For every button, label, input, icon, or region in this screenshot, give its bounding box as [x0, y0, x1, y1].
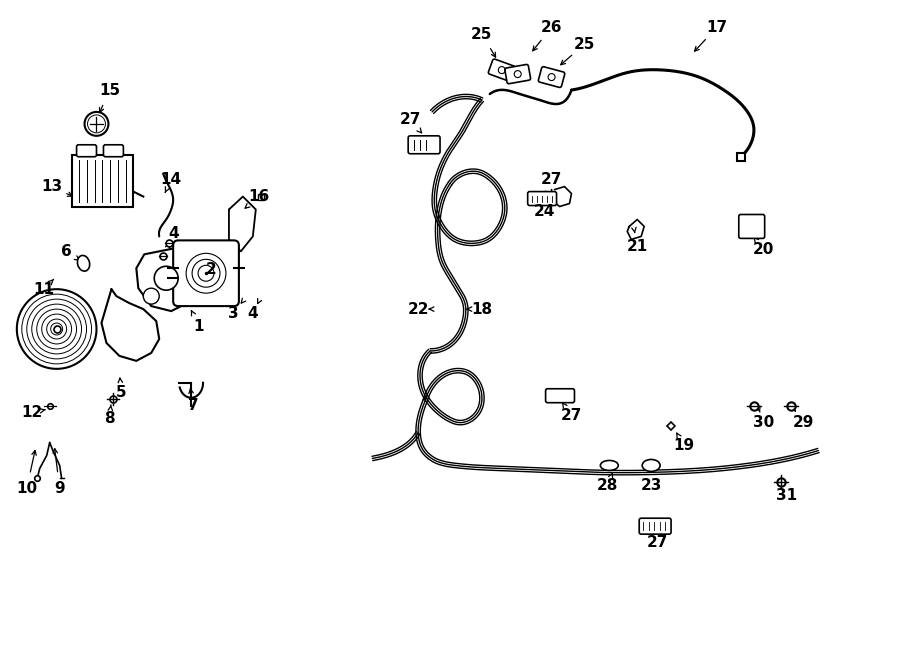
FancyBboxPatch shape: [739, 214, 765, 239]
Circle shape: [17, 289, 96, 369]
Text: 9: 9: [54, 481, 65, 496]
Text: 15: 15: [99, 83, 120, 98]
Text: 26: 26: [541, 20, 562, 35]
FancyBboxPatch shape: [639, 518, 671, 534]
Text: 14: 14: [160, 172, 182, 187]
FancyBboxPatch shape: [72, 155, 133, 206]
Text: 21: 21: [626, 239, 648, 254]
Text: 11: 11: [33, 282, 54, 297]
Text: 25: 25: [472, 26, 492, 42]
Text: 20: 20: [753, 242, 774, 257]
Text: 4: 4: [168, 226, 178, 241]
Ellipse shape: [600, 461, 618, 471]
FancyBboxPatch shape: [104, 145, 123, 157]
Circle shape: [154, 266, 178, 290]
Text: 3: 3: [228, 305, 238, 321]
Text: 1: 1: [194, 319, 204, 334]
Text: 29: 29: [793, 415, 814, 430]
Circle shape: [143, 288, 159, 304]
Text: 31: 31: [776, 488, 797, 503]
FancyBboxPatch shape: [527, 192, 556, 206]
Ellipse shape: [77, 255, 90, 271]
Text: 7: 7: [188, 398, 198, 413]
Text: 5: 5: [116, 385, 127, 401]
Ellipse shape: [643, 459, 660, 471]
Text: 22: 22: [408, 301, 429, 317]
Text: 17: 17: [706, 20, 727, 35]
Text: 30: 30: [753, 415, 774, 430]
FancyBboxPatch shape: [489, 59, 515, 81]
Text: 6: 6: [61, 244, 72, 259]
Text: 24: 24: [534, 204, 555, 219]
Text: 27: 27: [400, 112, 421, 128]
FancyBboxPatch shape: [409, 136, 440, 154]
Text: 8: 8: [104, 411, 114, 426]
Text: 27: 27: [646, 535, 668, 549]
Text: 28: 28: [597, 478, 618, 493]
Text: 2: 2: [205, 262, 216, 277]
Text: 19: 19: [673, 438, 695, 453]
Polygon shape: [136, 249, 201, 311]
Text: 25: 25: [573, 37, 595, 52]
Text: 27: 27: [541, 172, 562, 187]
Text: 23: 23: [641, 478, 662, 493]
Text: 13: 13: [41, 179, 62, 194]
Circle shape: [85, 112, 108, 136]
FancyBboxPatch shape: [173, 241, 238, 306]
FancyBboxPatch shape: [505, 65, 531, 84]
FancyBboxPatch shape: [76, 145, 96, 157]
FancyBboxPatch shape: [545, 389, 574, 403]
Text: 10: 10: [16, 481, 37, 496]
Text: 27: 27: [561, 408, 582, 423]
Text: 4: 4: [248, 305, 258, 321]
Text: 18: 18: [472, 301, 492, 317]
Text: 16: 16: [248, 189, 269, 204]
Text: 12: 12: [21, 405, 42, 420]
FancyBboxPatch shape: [538, 67, 565, 87]
